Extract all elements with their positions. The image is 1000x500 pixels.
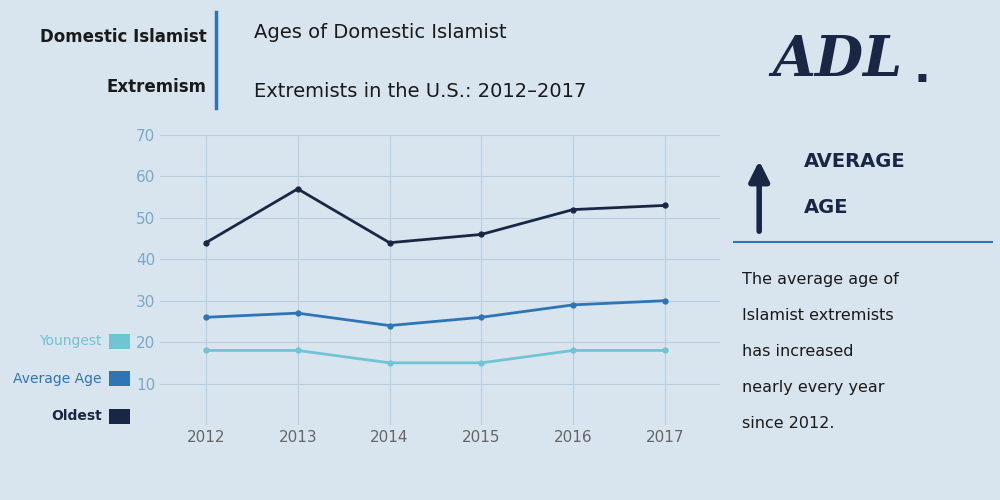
FancyBboxPatch shape (108, 371, 130, 386)
Text: Islamist extremists: Islamist extremists (742, 308, 894, 323)
Text: Extremism: Extremism (107, 78, 207, 96)
Text: AVERAGE: AVERAGE (804, 152, 906, 172)
Text: since 2012.: since 2012. (742, 416, 835, 432)
Text: has increased: has increased (742, 344, 854, 359)
Text: .: . (913, 48, 930, 91)
Text: Extremists in the U.S.: 2012–2017: Extremists in the U.S.: 2012–2017 (254, 82, 586, 100)
Text: The average age of: The average age of (742, 272, 899, 287)
FancyBboxPatch shape (108, 334, 130, 349)
FancyBboxPatch shape (108, 409, 130, 424)
Text: AGE: AGE (804, 198, 848, 217)
Text: ADL: ADL (773, 32, 903, 88)
Text: Average Age: Average Age (13, 372, 102, 386)
Text: nearly every year: nearly every year (742, 380, 885, 396)
Text: Youngest: Youngest (39, 334, 102, 348)
Text: Domestic Islamist: Domestic Islamist (40, 28, 207, 46)
Text: Ages of Domestic Islamist: Ages of Domestic Islamist (254, 23, 507, 42)
Text: Oldest: Oldest (51, 409, 102, 423)
